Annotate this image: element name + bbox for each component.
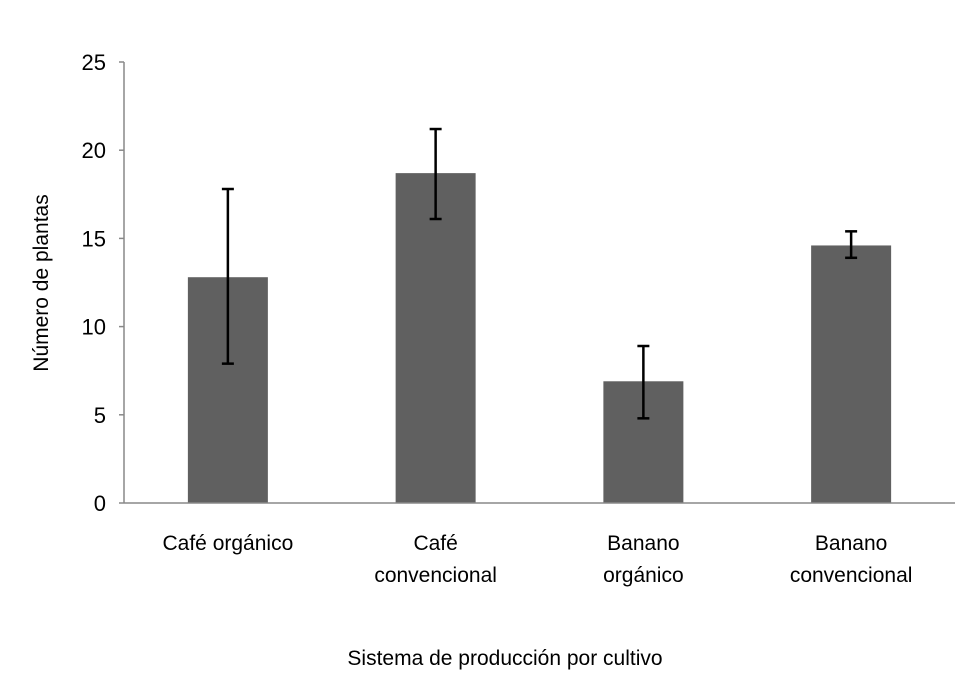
- x-axis: Café orgánico Café convencional Banano orgán…: [124, 502, 955, 587]
- x-tick-label-line: Banano: [815, 532, 887, 555]
- x-tick-label-line: Café orgánico: [163, 532, 294, 555]
- y-tick-label: 5: [94, 403, 106, 428]
- bar: [811, 245, 892, 503]
- x-tick-label: Banano convencional: [790, 532, 913, 587]
- y-tick-label: 0: [94, 491, 106, 516]
- y-tick-label: 15: [82, 226, 106, 251]
- y-axis: 0 5 10 15 20 25: [82, 50, 125, 516]
- x-tick-label-line: orgánico: [603, 564, 684, 587]
- x-tick-label-line: Banano: [607, 532, 679, 555]
- y-tick-label: 25: [82, 50, 106, 75]
- y-axis-label: Número de plantas: [30, 194, 53, 371]
- y-tick-label: 10: [82, 315, 106, 340]
- x-tick-label: Café orgánico: [163, 532, 294, 555]
- x-tick-label: Banano orgánico: [603, 532, 684, 587]
- bar: [395, 173, 476, 503]
- bars: [187, 127, 892, 503]
- y-tick-label: 20: [82, 138, 106, 163]
- x-tick-label: Café convencional: [374, 532, 497, 587]
- x-tick-label-line: convencional: [790, 564, 913, 587]
- x-tick-label-line: convencional: [374, 564, 497, 587]
- x-axis-label: Sistema de producción por cultivo: [347, 647, 662, 670]
- x-tick-label-line: Café: [413, 532, 457, 555]
